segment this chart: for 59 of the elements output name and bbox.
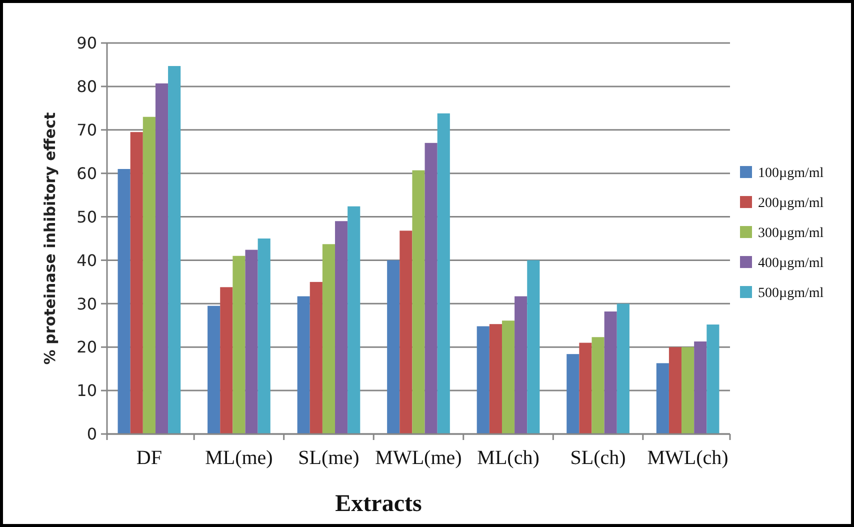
x-tick-label: ML(me) bbox=[205, 447, 273, 469]
bar bbox=[706, 324, 720, 434]
bar bbox=[310, 282, 322, 434]
y-tick-label: 70 bbox=[76, 120, 97, 140]
bar bbox=[322, 244, 336, 434]
y-tick-label: 0 bbox=[86, 424, 97, 444]
bar bbox=[348, 206, 360, 434]
legend-label: 100µgm/ml bbox=[758, 166, 824, 181]
x-tick-label: DF bbox=[136, 447, 162, 469]
bar bbox=[168, 66, 181, 434]
bar bbox=[476, 326, 490, 434]
bar bbox=[130, 132, 143, 434]
x-tick-label: MWL(me) bbox=[375, 447, 462, 469]
x-axis-title: Extracts bbox=[335, 491, 422, 517]
bar bbox=[437, 113, 450, 434]
bar bbox=[656, 363, 669, 434]
bar bbox=[668, 347, 682, 434]
y-axis-title: % proteinase inhibitory effect bbox=[41, 112, 59, 365]
bar bbox=[566, 354, 580, 434]
bar bbox=[245, 250, 258, 434]
x-tick-label: SL(ch) bbox=[570, 447, 626, 469]
y-tick-label: 30 bbox=[76, 294, 97, 314]
legend-label: 300µgm/ml bbox=[758, 226, 824, 241]
bar bbox=[527, 260, 540, 434]
bar bbox=[220, 287, 233, 434]
bar bbox=[387, 260, 400, 434]
y-tick-label: 80 bbox=[76, 77, 97, 96]
bar bbox=[400, 230, 412, 434]
bar bbox=[142, 116, 156, 434]
y-tick-label: 60 bbox=[76, 164, 97, 183]
bar bbox=[489, 324, 502, 434]
y-tick-label: 20 bbox=[76, 338, 97, 357]
y-tick-label: 40 bbox=[76, 250, 97, 270]
bar bbox=[682, 347, 694, 434]
y-tick-label: 10 bbox=[76, 381, 97, 400]
bar bbox=[258, 238, 270, 434]
bar bbox=[604, 311, 617, 434]
bar bbox=[208, 306, 220, 434]
y-tick-label: 90 bbox=[76, 34, 97, 53]
legend-label: 500µgm/ml bbox=[758, 286, 824, 301]
bar bbox=[424, 142, 438, 434]
legend-label: 200µgm/ml bbox=[758, 196, 824, 211]
bar bbox=[514, 296, 528, 434]
bar bbox=[502, 320, 515, 434]
bar bbox=[232, 256, 246, 434]
bar bbox=[335, 221, 348, 434]
bar bbox=[694, 341, 707, 434]
bar bbox=[412, 170, 425, 434]
bar bbox=[155, 83, 168, 434]
y-tick-label: 50 bbox=[76, 207, 97, 226]
x-tick-label: SL(me) bbox=[298, 447, 360, 469]
bar bbox=[297, 296, 310, 434]
bar bbox=[118, 168, 130, 434]
legend-label: 400µgm/ml bbox=[758, 256, 824, 271]
x-tick-label: MWL(ch) bbox=[647, 447, 728, 469]
bar bbox=[616, 304, 630, 434]
bar bbox=[579, 342, 592, 434]
bar bbox=[592, 337, 604, 434]
x-tick-label: ML(ch) bbox=[477, 447, 540, 469]
